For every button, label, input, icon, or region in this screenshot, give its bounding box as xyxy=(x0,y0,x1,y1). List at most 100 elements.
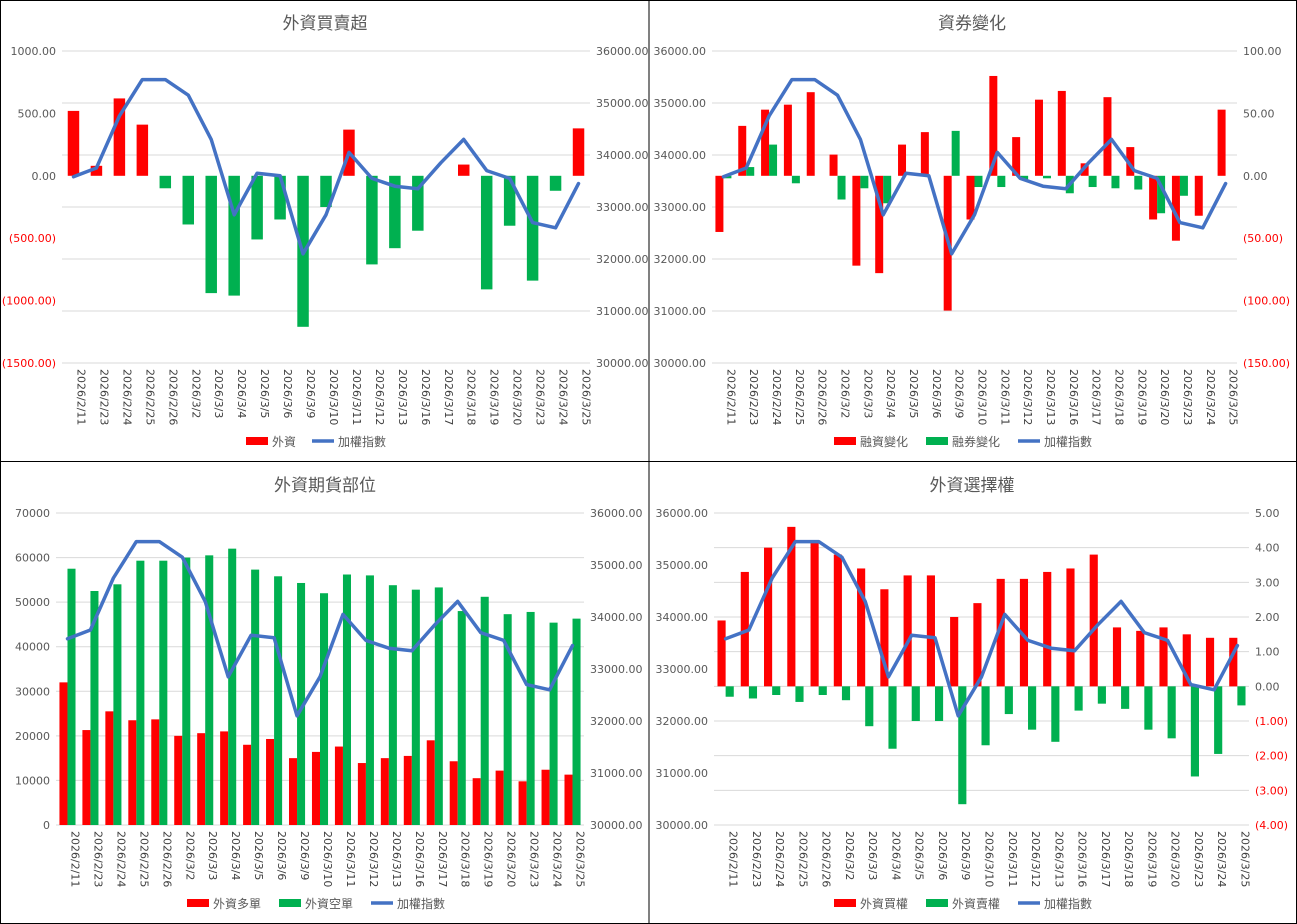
left-axis-tick-label: 32000.00 xyxy=(654,253,707,266)
x-axis-date-label: 2026/3/12 xyxy=(367,831,380,887)
bar-外資賣權-2026/3/16 xyxy=(1074,686,1083,711)
right-axis-tick-label: (2.00) xyxy=(1255,750,1288,763)
left-axis-tick-label: 35000.00 xyxy=(654,97,707,110)
bar-外資空單-2026/3/20 xyxy=(503,614,512,825)
x-axis-date-label: 2026/3/11 xyxy=(1006,831,1019,887)
x-axis-date-label: 2026/2/23 xyxy=(97,369,110,425)
bar-外資買權-2026/3/20 xyxy=(1159,627,1168,687)
x-axis-date-label: 2026/3/11 xyxy=(344,831,357,887)
legend-label: 外資多單 xyxy=(213,897,261,911)
x-axis-date-label: 2026/3/19 xyxy=(482,831,495,887)
bar-外資多單-2026/3/24 xyxy=(541,769,550,825)
left-axis-tick-label: 40000 xyxy=(15,641,50,654)
bar-外資買權-2026/3/18 xyxy=(1112,627,1122,687)
chart-title: 資券變化 xyxy=(938,14,1006,34)
legend-bar-swatch xyxy=(246,437,268,445)
bar-外資賣權-2026/2/24 xyxy=(772,686,781,695)
x-axis-date-label: 2026/3/24 xyxy=(557,369,570,425)
bar-融券變化-2026/3/2 xyxy=(837,175,846,200)
left-axis-tick-label: 36000.00 xyxy=(654,45,707,58)
x-axis-date-label: 2026/3/19 xyxy=(488,369,501,425)
bar-外資-2026/2/25 xyxy=(136,124,149,176)
bar-融資變化-2026/3/16 xyxy=(1057,90,1066,176)
chart-title: 外資期貨部位 xyxy=(274,476,376,496)
right-axis-tick-label: 31000.00 xyxy=(596,305,649,318)
x-axis-date-label: 2026/3/25 xyxy=(1227,369,1240,425)
x-axis-date-label: 2026/3/6 xyxy=(930,369,943,418)
bar-外資賣權-2026/3/19 xyxy=(1144,686,1153,730)
right-axis-tick-label: 3.00 xyxy=(1255,576,1280,589)
bar-融券變化-2026/2/23 xyxy=(746,167,755,176)
x-axis-date-label: 2026/3/23 xyxy=(1181,369,1194,425)
x-axis-date-label: 2026/3/20 xyxy=(1158,369,1171,425)
bar-融資變化-2026/2/25 xyxy=(783,104,792,176)
x-axis-date-label: 2026/3/13 xyxy=(1052,831,1065,887)
bar-外資多單-2026/3/20 xyxy=(495,770,504,825)
x-axis-date-label: 2026/2/25 xyxy=(796,831,809,887)
legend-bar-swatch xyxy=(834,899,856,907)
x-axis-date-label: 2026/3/25 xyxy=(580,369,593,425)
bar-外資賣權-2026/2/23 xyxy=(748,686,758,699)
legend-label: 外資 xyxy=(272,435,296,449)
x-axis-date-label: 2026/3/16 xyxy=(1076,831,1089,887)
bar-融資變化-2026/3/25 xyxy=(1217,109,1226,176)
bar-外資多單-2026/3/2 xyxy=(174,735,183,825)
bar-融資變化-2026/3/6 xyxy=(920,132,929,176)
legend-bar-swatch xyxy=(834,437,856,445)
x-axis-date-label: 2026/3/2 xyxy=(189,369,202,418)
bar-外資賣權-2026/3/13 xyxy=(1051,686,1060,742)
x-axis-date-label: 2026/3/13 xyxy=(390,831,403,887)
bar-外資買權-2026/3/16 xyxy=(1066,568,1075,687)
bar-融資變化-2026/3/24 xyxy=(1194,175,1203,216)
right-axis-tick-label: (150.00) xyxy=(1243,357,1290,370)
bar-外資多單-2026/2/26 xyxy=(151,719,160,825)
bar-外資多單-2026/3/17 xyxy=(426,740,435,825)
bar-融資變化-2026/3/4 xyxy=(875,175,884,274)
bar-外資-2026/3/4 xyxy=(228,175,240,296)
x-axis-date-label: 2026/3/24 xyxy=(1215,831,1228,887)
legend-label: 加權指數 xyxy=(1044,896,1092,911)
bar-外資多單-2026/3/3 xyxy=(197,733,206,825)
bar-外資-2026/3/18 xyxy=(458,164,470,176)
x-axis-date-label: 2026/3/18 xyxy=(465,369,478,425)
legend-label: 外資買權 xyxy=(860,897,908,911)
bar-外資買權-2026/2/24 xyxy=(764,547,773,687)
bar-融資變化-2026/3/19 xyxy=(1126,147,1135,176)
right-axis-tick-label: 1.00 xyxy=(1255,646,1280,659)
bar-外資空單-2026/3/11 xyxy=(342,574,351,825)
bar-融券變化-2026/3/12 xyxy=(1020,175,1029,180)
bar-外資空單-2026/3/5 xyxy=(251,569,260,825)
x-axis-date-label: 2026/2/11 xyxy=(68,831,81,887)
x-axis-date-label: 2026/2/25 xyxy=(793,369,806,425)
right-axis-tick-label: (50.00) xyxy=(1243,232,1283,245)
x-axis-date-label: 2026/3/20 xyxy=(505,831,518,887)
right-axis-tick-label: 0.00 xyxy=(1243,170,1268,183)
bar-外資買權-2026/3/19 xyxy=(1136,630,1145,687)
x-axis-date-label: 2026/3/10 xyxy=(976,369,989,425)
x-axis-date-label: 2026/3/5 xyxy=(252,831,265,880)
x-axis-date-label: 2026/3/9 xyxy=(298,831,311,880)
right-axis-tick-label: 30000.00 xyxy=(596,357,649,370)
right-axis-tick-label: 34000.00 xyxy=(590,611,643,624)
legend-bar-swatch xyxy=(926,899,948,907)
bar-外資多單-2026/2/23 xyxy=(82,730,91,825)
left-axis-tick-label: (500.00) xyxy=(9,232,56,245)
x-axis-date-label: 2026/3/11 xyxy=(350,369,363,425)
bar-外資空單-2026/3/13 xyxy=(388,585,397,825)
bar-外資賣權-2026/3/10 xyxy=(981,686,990,746)
bar-外資買權-2026/3/25 xyxy=(1229,637,1238,687)
x-axis-date-label: 2026/3/2 xyxy=(843,831,856,880)
bar-外資買權-2026/3/24 xyxy=(1205,637,1215,687)
left-axis-tick-label: 0.00 xyxy=(32,170,57,183)
bar-外資-2026/3/19 xyxy=(480,175,493,290)
left-axis-tick-label: 500.00 xyxy=(18,107,57,120)
left-axis-tick-label: 34000.00 xyxy=(654,149,707,162)
bar-外資買權-2026/3/5 xyxy=(903,575,912,687)
bar-外資賣權-2026/2/11 xyxy=(725,686,734,697)
bar-外資空單-2026/3/19 xyxy=(480,596,489,825)
right-axis-tick-label: 32000.00 xyxy=(596,253,649,266)
bar-外資買權-2026/3/23 xyxy=(1182,634,1191,687)
x-axis-date-label: 2026/3/18 xyxy=(1112,369,1125,425)
bar-外資空單-2026/3/4 xyxy=(228,548,237,825)
x-axis-date-label: 2026/3/4 xyxy=(229,831,242,880)
